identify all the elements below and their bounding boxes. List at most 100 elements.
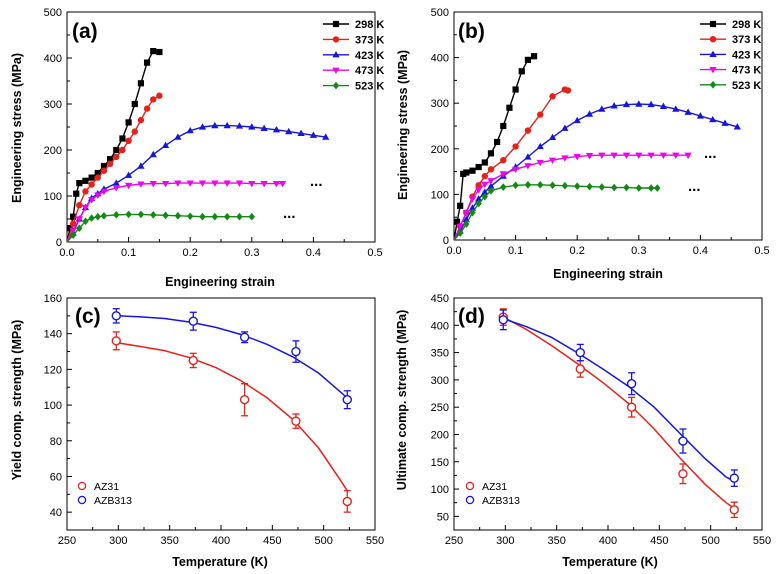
panel-a-data-point-298k [100, 163, 108, 170]
panel-a-data-point-523k [236, 212, 243, 221]
panel-a-legend-marker-423k [332, 51, 340, 58]
panel-b-data-point-523k [574, 182, 581, 190]
panel-b-y-tick-label: 200 [431, 144, 449, 156]
panel-b-data-point-298k [463, 169, 470, 176]
panel-b-y-tick-label: 400 [431, 53, 449, 65]
panel-b-data-point-423k [696, 112, 704, 119]
panel-a-data-point-523k [69, 231, 77, 239]
panel-a-x-tick-label: 0.4 [306, 247, 321, 259]
panel-c-y-tick-label: 100 [44, 400, 62, 412]
panel-b-data-point-423k [548, 133, 557, 140]
panel-b-data-point-473k [561, 155, 569, 162]
panel-b-data-point-298k [487, 150, 495, 157]
panel-b-data-point-423k [684, 108, 692, 115]
panel-b-data-point-523k [647, 184, 655, 192]
panel-a-data-point-523k [248, 212, 255, 221]
panel-b-data-point-473k [622, 152, 631, 159]
panel-d-data-point-azb313 [498, 315, 508, 325]
panel-a-y-tick-label: 500 [44, 7, 62, 19]
panel-a-x-tick-label: 0.5 [367, 247, 382, 259]
panel-b-series-line-423k [453, 103, 738, 241]
panel-b-data-point-423k [487, 182, 495, 189]
panel-a-data-point-423k [137, 162, 145, 169]
panel-a-x-tick-label: 0.2 [183, 247, 198, 259]
panel-a-y-tick-label: 200 [44, 145, 62, 157]
panel-b-data-point-523k [586, 182, 593, 191]
panel-a-series-line-373k [66, 95, 160, 243]
panel-b-data-point-473k [573, 153, 581, 161]
panel-b-data-point-298k [453, 218, 461, 225]
panel-d-y-tick-label: 300 [431, 375, 449, 387]
panel-d-y-tick-label: 50 [437, 511, 449, 523]
panel-b-data-point-473k [481, 181, 489, 189]
panel-b-data-point-373k [487, 166, 495, 173]
panel-b-x-tick-label: 0.4 [693, 245, 708, 257]
panel-a-data-point-298k [88, 174, 95, 181]
panel-a-data-point-473k [69, 227, 77, 235]
panel-d-x-tick-label: 550 [753, 535, 771, 547]
panel-b-data-point-473k [585, 153, 594, 160]
panel-a-data-point-473k [272, 180, 281, 188]
panel-d-fit-curve-az31 [502, 316, 735, 509]
panel-d-data-point-az31 [678, 469, 688, 479]
panel-a-series-line-298k [66, 50, 160, 243]
panel-b-data-point-298k [469, 167, 476, 174]
panel-a-data-point-423k [235, 122, 244, 129]
panel-a-data-point-473k [149, 180, 157, 188]
panel-d-x-tick-label: 300 [496, 535, 514, 547]
panel-b-x-tick-label: 0.5 [754, 245, 769, 257]
panel-d-fit-curve-azb313 [503, 317, 735, 483]
panel-a-data-point-473k [88, 197, 96, 204]
panel-a-data-point-473k [112, 185, 120, 192]
panel-a-data-point-473k [125, 182, 133, 190]
panel-b-data-point-423k [659, 102, 668, 109]
panel-b-data-point-298k [524, 56, 532, 63]
panel-c-y-tick-label: 80 [50, 436, 62, 448]
panel-a-data-point-373k [76, 202, 83, 209]
panel-a-data-point-523k [76, 224, 83, 232]
panel-b-legend-marker-523k [709, 81, 717, 89]
panel-d-ultimate-strength: (d) Temperature (K) Ultimate comp. stren… [395, 293, 771, 569]
panel-b-data-point-423k [573, 116, 581, 124]
panel-a-ellipsis-upper: ... [310, 173, 323, 190]
panel-c-label: (c) [75, 305, 101, 328]
panel-b-data-point-523k [512, 181, 519, 190]
panel-c-y-tick-label: 120 [44, 364, 62, 376]
panel-a-data-point-373k [137, 116, 145, 124]
panel-a-data-point-473k [94, 192, 102, 199]
panel-a-data-point-298k [113, 146, 120, 154]
panel-a-data-point-298k [125, 119, 132, 126]
panel-a-legend-label-423k: 423 K [355, 50, 384, 62]
panel-a-data-point-298k [137, 80, 145, 87]
panel-a-data-point-523k [187, 212, 194, 221]
panel-b-data-point-423k [635, 100, 643, 107]
panel-b-data-point-423k [610, 102, 618, 109]
panel-b-data-point-523k [549, 181, 556, 190]
panel-b-data-point-423k [598, 105, 606, 112]
panel-a-data-point-373k [150, 96, 157, 103]
panel-c-data-point-azb313 [342, 395, 352, 405]
panel-d-y-tick-label: 100 [431, 484, 449, 496]
panel-d-y-tick-label: 350 [431, 348, 449, 360]
panel-b-data-point-523k [500, 183, 507, 191]
panel-c-data-point-az31 [188, 355, 198, 366]
panel-b-data-point-423k [481, 188, 489, 195]
panel-b-data-point-373k [475, 182, 482, 189]
panel-b-x-tick-label: 0.3 [631, 245, 646, 257]
panel-a-data-point-473k [260, 180, 268, 188]
panel-a-data-point-423k [125, 171, 133, 178]
panel-a-y-axis-title: Engineering stress (MPa) [10, 53, 24, 203]
panel-a-data-point-423k [161, 141, 170, 148]
panel-b-legend-marker-373k [709, 36, 717, 43]
panel-b-data-point-523k [654, 184, 661, 192]
panel-b-data-point-298k [512, 86, 519, 93]
panel-a-data-point-423k [112, 179, 120, 186]
panel-d-x-tick-label: 400 [599, 535, 617, 547]
panel-b-data-point-423k [524, 153, 532, 160]
panel-a-x-axis-title: Engineering strain [165, 275, 275, 289]
panel-b-legend-label-373k: 373 K [732, 34, 761, 46]
panel-a-data-point-298k [70, 213, 77, 220]
panel-c-x-tick-label: 350 [160, 535, 178, 547]
panel-b-series-line-298k [453, 55, 535, 241]
panel-c-y-tick-label: 60 [50, 471, 62, 483]
